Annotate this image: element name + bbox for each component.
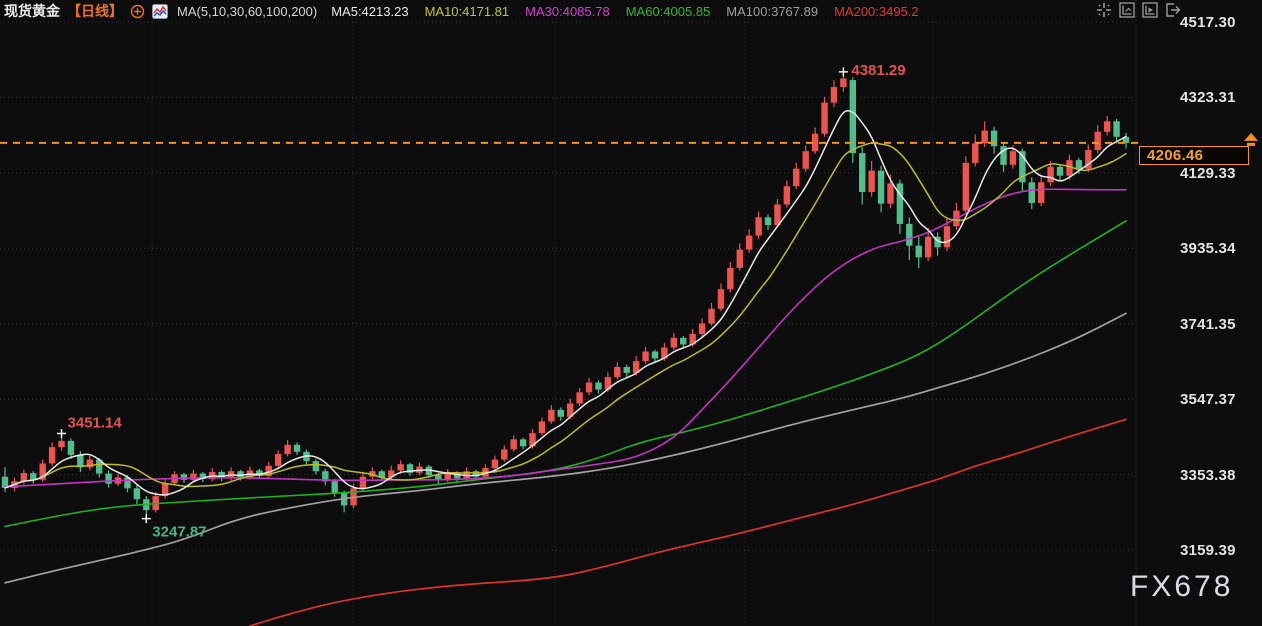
add-icon[interactable]	[130, 4, 145, 19]
indicator-icon[interactable]	[1142, 2, 1158, 18]
ma-legend-item: MA5:4213.23	[331, 3, 409, 19]
y-axis-tick: 3935.34	[1180, 240, 1236, 258]
y-axis-tick: 4129.33	[1180, 164, 1236, 182]
exit-view-icon[interactable]	[1165, 2, 1181, 18]
chart-style-icon	[152, 3, 168, 19]
ma-legend-item: MA10:4171.81	[424, 3, 510, 19]
price-annotation: 4381.29	[851, 62, 905, 79]
crosshair-icon[interactable]	[1096, 2, 1112, 18]
y-axis-tick: 4323.31	[1180, 89, 1236, 107]
axis-settings-icon[interactable]	[1119, 2, 1135, 18]
y-axis-tick: 3741.35	[1180, 315, 1236, 333]
current-price-tag: 4206.46	[1139, 145, 1249, 165]
price-annotation: 3247.87	[152, 524, 206, 541]
price-axis[interactable]: 4517.30 4323.31 4129.33 3935.34 3741.35 3547.…	[1180, 0, 1262, 626]
ma-values: MA5:4213.23 MA10:4171.81 MA30:4085.78 MA60:…	[328, 4, 918, 19]
y-axis-tick: 3159.39	[1180, 542, 1236, 559]
ma-legend-item: MA200:3495.2	[834, 3, 919, 19]
ma-params-label: MA(5,10,30,60,100,200)	[177, 3, 318, 19]
y-axis-tick: 3547.37	[1180, 391, 1236, 409]
watermark: FX678	[1130, 570, 1234, 603]
instrument-title: 现货黄金	[4, 3, 60, 19]
y-axis-tick: 3353.38	[1180, 466, 1236, 484]
legend-bar: 现货黄金 【日线】 MA(5,10,30,60,100,200) MA5:421…	[4, 1, 919, 21]
y-axis-tick: 4517.30	[1180, 14, 1236, 31]
ma-legend-item: MA60:4005.85	[625, 3, 711, 19]
ma-legend-item: MA30:4085.78	[525, 3, 610, 19]
timeframe-label: 【日线】	[67, 3, 123, 19]
ma-legend-item: MA100:3767.89	[726, 3, 819, 19]
price-annotation: 3451.14	[68, 415, 123, 432]
chart-toolbar	[1096, 2, 1181, 18]
current-price-value: 4206.46	[1147, 146, 1204, 164]
